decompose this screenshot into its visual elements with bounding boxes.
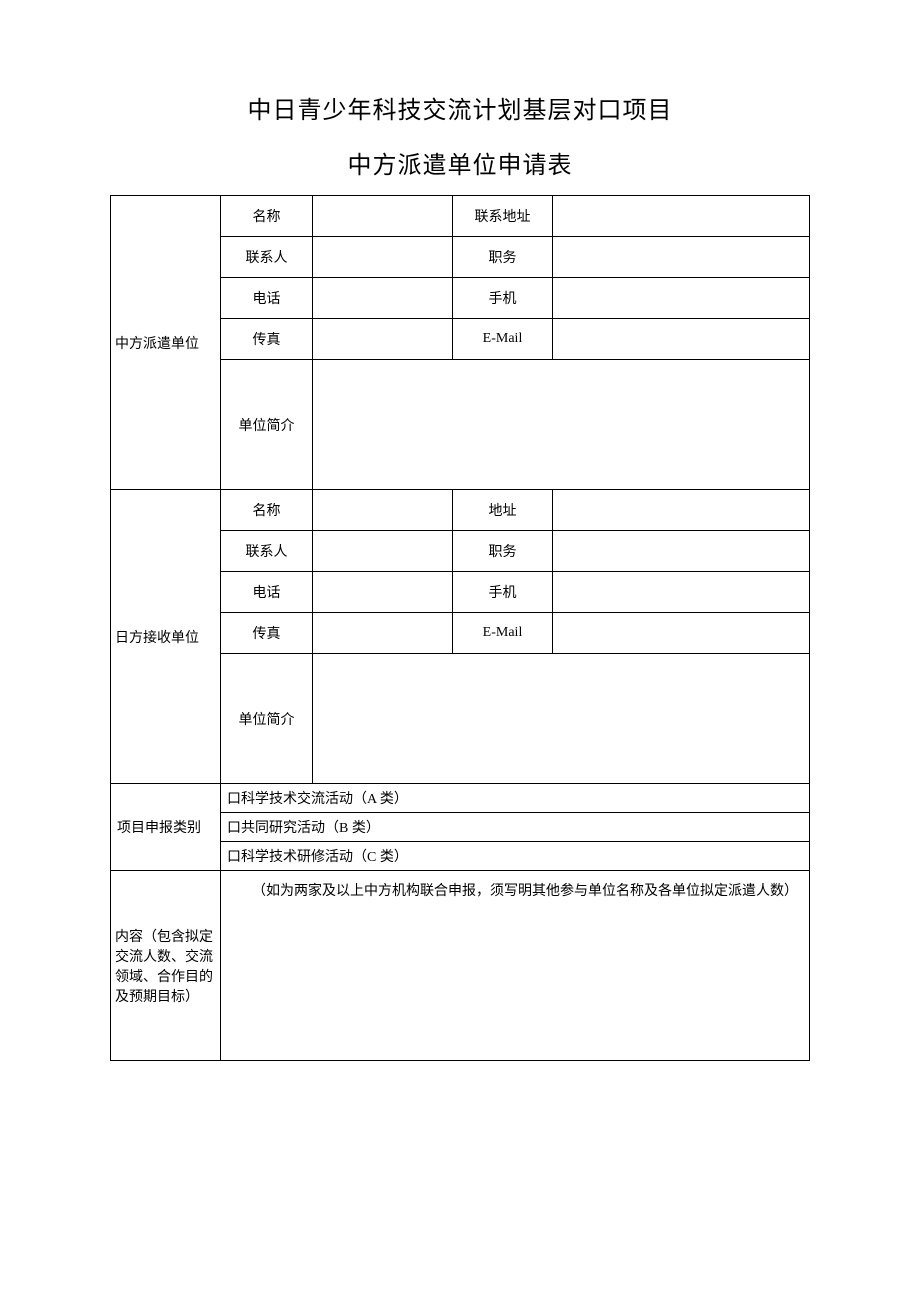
content-section-label: 内容（包含拟定交流人数、交流领域、合作目的及预期目标） <box>111 871 221 1061</box>
content-note: （如为两家及以上中方机构联合申报，须写明其他参与单位名称及各单位拟定派遣人数） <box>231 879 799 904</box>
jp-contact-value[interactable] <box>313 531 453 572</box>
jp-email-value[interactable] <box>553 613 810 654</box>
cn-position-value[interactable] <box>553 237 810 278</box>
category-section-label: 项目申报类别 <box>111 784 221 871</box>
cn-mobile-value[interactable] <box>553 278 810 319</box>
jp-address-value[interactable] <box>553 490 810 531</box>
cn-position-label: 职务 <box>453 237 553 278</box>
chinese-unit-section-label: 中方派遣单位 <box>111 196 221 490</box>
cn-fax-label: 传真 <box>221 319 313 360</box>
jp-position-value[interactable] <box>553 531 810 572</box>
document-title-1: 中日青少年科技交流计划基层对口项目 <box>110 90 810 125</box>
table-row: 内容（包含拟定交流人数、交流领域、合作目的及预期目标） （如为两家及以上中方机构… <box>111 871 810 1061</box>
category-option-a[interactable]: 口科学技术交流活动（A 类） <box>221 784 810 813</box>
document-title-2: 中方派遣单位申请表 <box>110 145 810 180</box>
cn-name-value[interactable] <box>313 196 453 237</box>
japanese-unit-section-label: 日方接收单位 <box>111 490 221 784</box>
application-form-table: 中方派遣单位 名称 联系地址 联系人 职务 电话 手机 传真 E-Mail 单位… <box>110 195 810 1061</box>
jp-mobile-value[interactable] <box>553 572 810 613</box>
cn-address-label: 联系地址 <box>453 196 553 237</box>
jp-intro-label: 单位简介 <box>221 654 313 784</box>
table-row: 项目申报类别 口科学技术交流活动（A 类） <box>111 784 810 813</box>
jp-position-label: 职务 <box>453 531 553 572</box>
cn-name-label: 名称 <box>221 196 313 237</box>
jp-fax-label: 传真 <box>221 613 313 654</box>
cn-email-value[interactable] <box>553 319 810 360</box>
cn-fax-value[interactable] <box>313 319 453 360</box>
cn-phone-label: 电话 <box>221 278 313 319</box>
cn-email-label: E-Mail <box>453 319 553 360</box>
cn-contact-label: 联系人 <box>221 237 313 278</box>
cn-address-value[interactable] <box>553 196 810 237</box>
jp-phone-label: 电话 <box>221 572 313 613</box>
cn-mobile-label: 手机 <box>453 278 553 319</box>
jp-intro-value[interactable] <box>313 654 810 784</box>
jp-address-label: 地址 <box>453 490 553 531</box>
content-value[interactable]: （如为两家及以上中方机构联合申报，须写明其他参与单位名称及各单位拟定派遣人数） <box>221 871 810 1061</box>
category-option-b[interactable]: 口共同研究活动（B 类） <box>221 813 810 842</box>
jp-email-label: E-Mail <box>453 613 553 654</box>
category-option-c[interactable]: 口科学技术研修活动（C 类） <box>221 842 810 871</box>
jp-name-label: 名称 <box>221 490 313 531</box>
jp-phone-value[interactable] <box>313 572 453 613</box>
table-row: 中方派遣单位 名称 联系地址 <box>111 196 810 237</box>
cn-intro-label: 单位简介 <box>221 360 313 490</box>
cn-intro-value[interactable] <box>313 360 810 490</box>
jp-fax-value[interactable] <box>313 613 453 654</box>
jp-name-value[interactable] <box>313 490 453 531</box>
jp-mobile-label: 手机 <box>453 572 553 613</box>
table-row: 日方接收单位 名称 地址 <box>111 490 810 531</box>
jp-contact-label: 联系人 <box>221 531 313 572</box>
cn-phone-value[interactable] <box>313 278 453 319</box>
cn-contact-value[interactable] <box>313 237 453 278</box>
